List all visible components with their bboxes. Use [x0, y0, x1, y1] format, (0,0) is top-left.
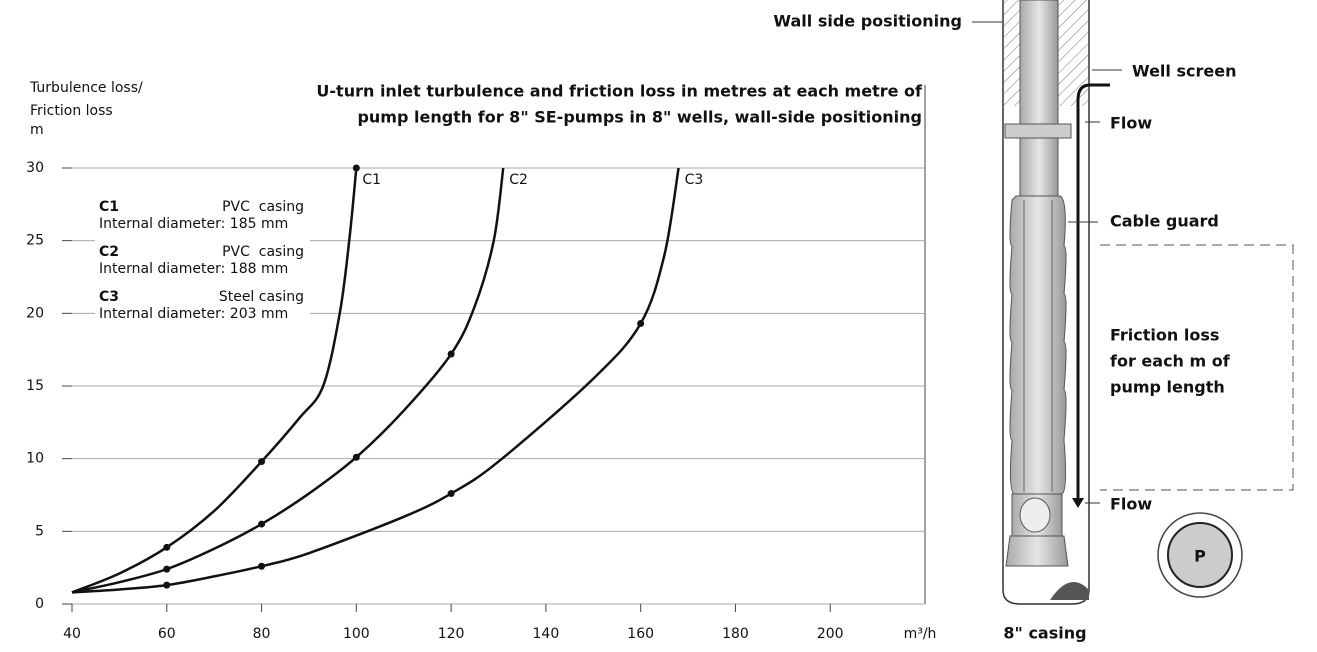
pump-body [1009, 195, 1067, 495]
y-label: m [30, 122, 44, 138]
shaft [1019, 0, 1059, 201]
x-tick-label: 180 [722, 626, 749, 642]
legend-casing: Steel casing [219, 289, 304, 305]
diagram: Wall side positioning Well screen Flow C… [773, 0, 1294, 643]
point [352, 164, 360, 172]
y-tick-label: 30 [26, 160, 44, 176]
legend-name: C3 [99, 289, 119, 305]
y-tick-label: 0 [35, 596, 44, 612]
point [258, 458, 266, 466]
y-tick-label: 25 [26, 233, 44, 249]
curve-label: C2 [509, 172, 528, 188]
x-label: m³/h [904, 626, 937, 642]
chart-title: U-turn inlet turbulence and friction los… [316, 82, 923, 101]
point [447, 350, 455, 358]
point [447, 490, 455, 498]
point [163, 565, 171, 573]
x-tick-label: 100 [343, 626, 370, 642]
x-tick-label: 200 [817, 626, 844, 642]
flange [1004, 123, 1072, 139]
curve-label: C1 [362, 172, 381, 188]
y-label: Turbulence loss/ [29, 80, 143, 96]
legend-diameter: Internal diameter: 203 mm [99, 306, 288, 322]
point [163, 543, 171, 551]
point [258, 520, 266, 528]
x-tick-label: 80 [253, 626, 271, 642]
point [258, 562, 266, 570]
motor-base [1005, 535, 1069, 567]
label: 8" casing [1003, 624, 1086, 643]
curve [71, 167, 358, 594]
label: pump length [1110, 378, 1225, 397]
y-tick-label: 10 [26, 451, 44, 467]
legend-name: C1 [99, 199, 119, 215]
x-tick-label: 120 [438, 626, 465, 642]
chart-title: pump length for 8" SE-pumps in 8" wells,… [357, 108, 922, 127]
label: Friction loss [1110, 326, 1219, 345]
y-tick-label: 20 [26, 305, 44, 321]
chart: Turbulence loss/ Friction loss m U-turn … [26, 80, 936, 642]
label: Well screen [1132, 62, 1236, 81]
point [637, 320, 645, 328]
legend-diameter: Internal diameter: 188 mm [99, 261, 288, 277]
shadow [1050, 582, 1089, 600]
label: Flow [1110, 114, 1152, 133]
label: Flow [1110, 495, 1152, 514]
flow-arrow [1076, 83, 1110, 500]
x-tick-label: 40 [63, 626, 81, 642]
x-tick-label: 160 [627, 626, 654, 642]
x-tick-label: 60 [158, 626, 176, 642]
label: P [1194, 547, 1206, 566]
legend-diameter: Internal diameter: 185 mm [99, 216, 288, 232]
label: Wall side positioning [773, 12, 962, 31]
label: for each m of [1110, 352, 1231, 371]
point [352, 453, 360, 461]
curve-label: C3 [685, 172, 704, 188]
point [163, 581, 171, 589]
y-tick-label: 5 [35, 523, 44, 539]
legend-casing: PVC casing [222, 244, 304, 260]
y-tick-label: 15 [26, 378, 44, 394]
x-tick-label: 140 [533, 626, 560, 642]
legend-name: C2 [99, 244, 119, 260]
legend-bg [95, 196, 310, 322]
friction-box [1100, 244, 1294, 491]
y-label: Friction loss [30, 103, 113, 119]
legend-casing: PVC casing [222, 199, 304, 215]
label: Cable guard [1110, 212, 1219, 231]
